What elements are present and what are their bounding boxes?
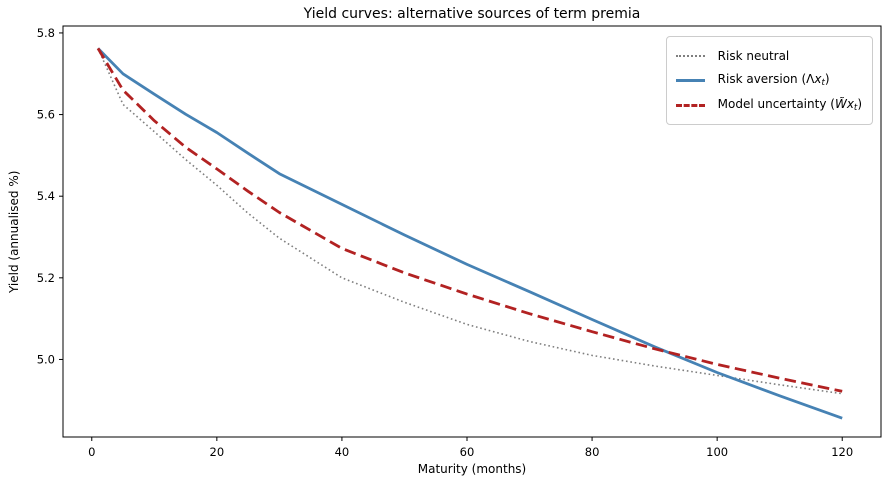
x-tick-label: 20 [210,445,225,459]
legend-line-sample [675,79,705,82]
legend-item-label: Risk aversion (Λxt) [717,72,830,89]
y-tick-label: 5.4 [37,189,55,203]
series-lines [96,47,843,420]
legend-line-sample [675,54,705,57]
y-tick-label: 5.0 [37,352,55,366]
x-tick-label: 40 [335,445,350,459]
y-tick-label: 5.6 [37,108,55,122]
legend-line-sample [675,104,705,107]
x-tick-label: 120 [831,445,853,459]
x-axis: 0 20 40 60 80 100 120 [88,437,853,459]
legend-item-label: Model uncertainty (W̃xt) [717,97,862,114]
x-tick-label: 60 [460,445,475,459]
legend: Risk neutral Risk aversion (Λxt) Model unc… [665,36,873,125]
x-tick-label: 100 [706,445,728,459]
x-axis-label: Maturity (months) [417,462,527,476]
series-model-uncertainty-line [96,47,843,393]
legend-item-risk-neutral: Risk neutral [675,43,862,68]
y-tick-label: 5.8 [37,26,55,40]
legend-item-model-uncertainty: Model uncertainty (W̃xt) [675,93,862,118]
legend-item-label: Risk neutral [717,48,790,63]
chart-title: Yield curves: alternative sources of ter… [303,6,641,22]
y-axis: 5.0 5.2 5.4 5.6 5.8 [37,26,63,366]
y-axis-label: Yield (annualised %) [7,170,21,293]
series-risk-neutral-line [97,48,843,395]
x-tick-label: 80 [585,445,600,459]
legend-item-risk-aversion: Risk aversion (Λxt) [675,68,862,93]
x-tick-label: 0 [88,445,95,459]
y-tick-label: 5.2 [37,271,55,285]
series-risk-aversion-line [97,47,843,420]
plot-frame [62,25,882,438]
